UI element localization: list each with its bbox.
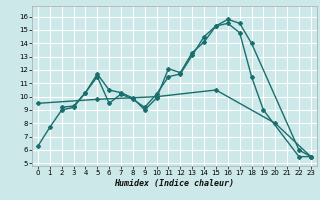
X-axis label: Humidex (Indice chaleur): Humidex (Indice chaleur) <box>115 179 234 188</box>
